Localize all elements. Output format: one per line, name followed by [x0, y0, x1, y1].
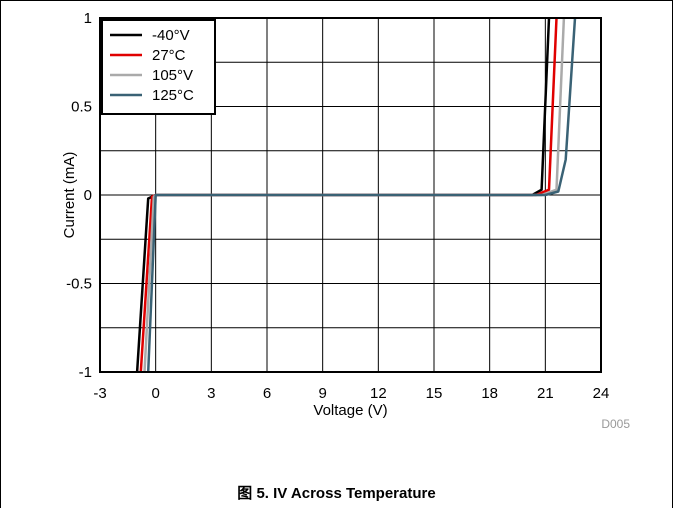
y-tick-label: -0.5 — [66, 276, 92, 293]
y-tick-label: 0.5 — [71, 99, 92, 116]
y-tick-label: 0 — [84, 187, 92, 204]
x-tick-label: 15 — [426, 385, 443, 402]
x-tick-label: 12 — [370, 385, 387, 402]
chart-legend: -40°V 27°C 105°V 125°C — [101, 19, 216, 115]
x-tick-label: 18 — [481, 385, 498, 402]
figure-id-label: D005 — [601, 417, 630, 431]
legend-label: -40°V — [152, 27, 190, 44]
y-axis-label: Current (mA) — [61, 152, 78, 239]
series-line-4 — [146, 17, 577, 373]
iv-chart: -3 0 3 6 9 12 15 18 21 24 -1 -0.5 0 0.5 1 Voltage (V)… — [61, 10, 630, 431]
x-tick-label: 24 — [593, 385, 610, 402]
x-tick-label: 3 — [207, 385, 215, 402]
x-tick-label: 9 — [318, 385, 326, 402]
frame-top-border — [0, 0, 673, 1]
legend-label: 125°C — [152, 87, 194, 104]
x-axis-label: Voltage (V) — [313, 402, 387, 419]
x-tick-label: 21 — [537, 385, 554, 402]
x-tick-label: 0 — [151, 385, 159, 402]
x-axis-ticks: -3 0 3 6 9 12 15 18 21 24 — [93, 385, 609, 402]
y-tick-label: -1 — [79, 364, 92, 381]
legend-label: 105°V — [152, 67, 193, 84]
y-axis-ticks: -1 -0.5 0 0.5 1 — [66, 10, 92, 381]
x-tick-label: -3 — [93, 385, 106, 402]
chart-series — [135, 17, 577, 373]
legend-label: 27°C — [152, 47, 186, 64]
x-tick-label: 6 — [263, 385, 271, 402]
frame-left-border — [0, 0, 1, 508]
figure-caption: 图 5. IV Across Temperature — [237, 485, 436, 502]
plot-area-border — [99, 17, 602, 373]
y-tick-label: 1 — [84, 10, 92, 27]
